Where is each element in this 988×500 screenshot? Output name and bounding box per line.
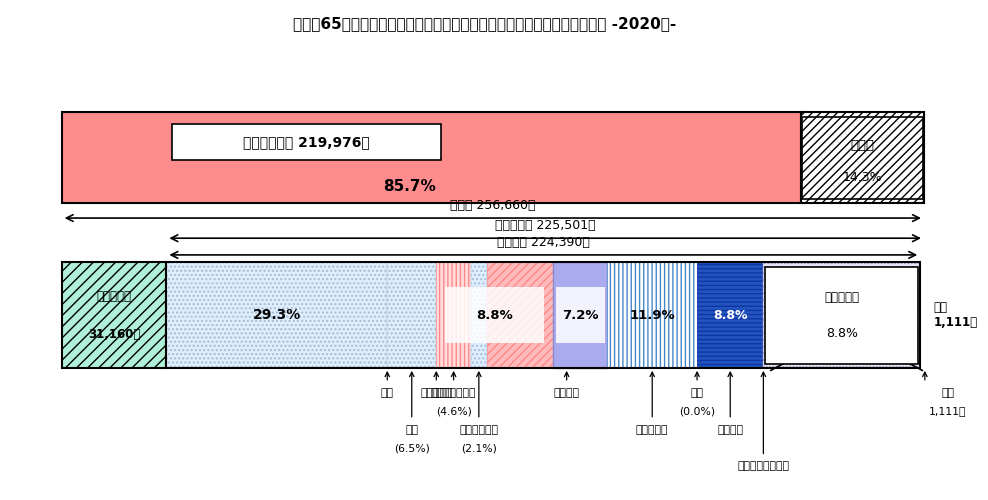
FancyBboxPatch shape (445, 287, 544, 343)
Text: 黒字
1,111円: 黒字 1,111円 (934, 301, 977, 329)
Text: 消費支出 224,390円: 消費支出 224,390円 (497, 236, 590, 248)
Text: うち交際費: うち交際費 (824, 290, 860, 304)
Text: その他: その他 (851, 138, 874, 151)
Text: 85.7%: 85.7% (382, 180, 436, 194)
Bar (166, 262, 920, 368)
Bar (166, 262, 387, 368)
Text: その他の消費支出: その他の消費支出 (737, 462, 789, 471)
Bar (487, 262, 553, 368)
Bar (471, 262, 487, 368)
Text: 20.8%: 20.8% (819, 308, 864, 322)
Text: 実収入 256,660円: 実収入 256,660円 (451, 198, 535, 211)
Text: (4.6%): (4.6%) (436, 406, 471, 416)
FancyBboxPatch shape (172, 124, 441, 160)
Text: 家具・家事用品: 家具・家事用品 (431, 388, 476, 398)
Text: 教育: 教育 (691, 388, 703, 398)
Text: 図１　65歳以上の夫婦のみの無職世帯（夫婦高齢者無職世帯）の家計収支 ‐2020年‐: 図１ 65歳以上の夫婦のみの無職世帯（夫婦高齢者無職世帯）の家計収支 ‐2020… (292, 16, 676, 32)
FancyBboxPatch shape (766, 266, 918, 364)
Text: 8.8%: 8.8% (713, 308, 748, 322)
Text: 被服及び履物: 被服及び履物 (459, 424, 498, 434)
Bar (387, 262, 437, 368)
Text: 光熱・水道: 光熱・水道 (420, 388, 453, 398)
Text: 可処分所得 225,501円: 可処分所得 225,501円 (495, 219, 596, 232)
Bar (437, 262, 471, 368)
Bar (608, 262, 698, 368)
Bar (698, 262, 764, 368)
Text: (6.5%): (6.5%) (394, 443, 430, 453)
Text: 29.3%: 29.3% (253, 308, 301, 322)
Bar (62, 112, 800, 204)
Text: 食料: 食料 (380, 388, 394, 398)
Bar (764, 262, 920, 368)
Bar (553, 262, 608, 368)
Text: 31,160円: 31,160円 (88, 328, 140, 340)
Text: 黒字: 黒字 (942, 388, 954, 398)
Text: (0.0%): (0.0%) (679, 406, 715, 416)
Text: 住居: 住居 (405, 424, 418, 434)
Text: 11.9%: 11.9% (629, 308, 675, 322)
Bar (800, 112, 924, 204)
Text: 8.8%: 8.8% (476, 308, 513, 322)
Text: 保健医療: 保健医療 (553, 388, 580, 398)
Text: 14.3%: 14.3% (843, 172, 882, 184)
Text: (2.1%): (2.1%) (461, 443, 497, 453)
FancyBboxPatch shape (555, 287, 605, 343)
Text: 非消費支出: 非消費支出 (97, 290, 131, 302)
Text: 社会保障給付 219,976円: 社会保障給付 219,976円 (243, 136, 370, 149)
Text: 教養娯楽: 教養娯楽 (717, 424, 743, 434)
Text: 8.8%: 8.8% (826, 326, 858, 340)
Bar (62, 262, 166, 368)
Text: 7.2%: 7.2% (562, 308, 599, 322)
Text: 1,111円: 1,111円 (929, 406, 966, 416)
Text: 交通・通信: 交通・通信 (636, 424, 669, 434)
